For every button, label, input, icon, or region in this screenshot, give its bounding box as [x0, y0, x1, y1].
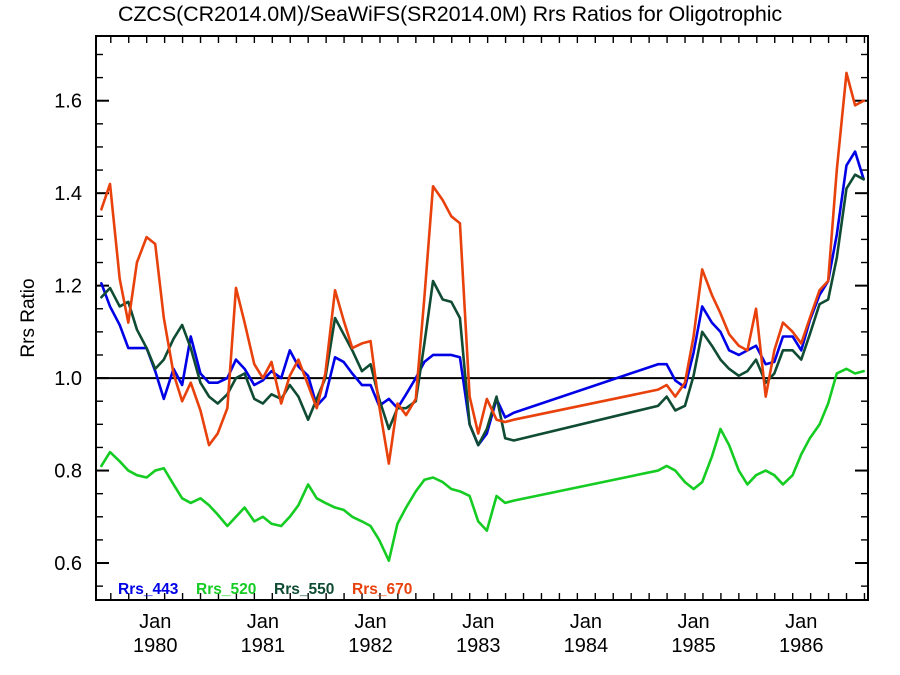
x-tick-label-month: Jan [570, 611, 602, 633]
x-tick-label-year: 1986 [779, 635, 824, 657]
series-line-rrs_550 [100, 173, 865, 447]
x-tick-label-month: Jan [677, 611, 709, 633]
x-tick-label-month: Jan [139, 611, 171, 633]
plot-frame [95, 35, 869, 601]
x-tick-label-month: Jan [462, 611, 494, 633]
y-tick-label: 0.6 [54, 553, 82, 575]
x-tick-label-month: Jan [247, 611, 279, 633]
x-tick-label-year: 1983 [456, 635, 501, 657]
y-tick-label: 1.2 [54, 276, 82, 298]
y-axis-title: Rrs Ratio [18, 278, 39, 357]
y-tick-label: 1.4 [54, 183, 82, 205]
x-tick-label-year: 1981 [241, 635, 286, 657]
y-tick-label: 1.0 [54, 368, 82, 390]
x-tick-label-year: 1985 [671, 635, 716, 657]
x-tick-label-month: Jan [785, 611, 817, 633]
series-line-rrs_520 [100, 367, 865, 562]
legend-item-rrs_550[interactable]: Rrs_550 [274, 581, 334, 598]
x-tick-label-year: 1984 [564, 635, 609, 657]
legend-item-rrs_443[interactable]: Rrs_443 [118, 581, 179, 598]
series-line-rrs_670 [100, 71, 865, 465]
y-tick-label: 1.6 [54, 91, 82, 113]
x-tick-label-year: 1982 [348, 635, 393, 657]
chart-title: CZCS(CR2014.0M)/SeaWiFS(SR2014.0M) Rrs R… [117, 2, 783, 26]
legend-item-rrs_670[interactable]: Rrs_670 [352, 581, 412, 598]
legend-item-rrs_520[interactable]: Rrs_520 [196, 581, 256, 598]
series-line-rrs_443 [100, 150, 865, 447]
y-tick-label: 0.8 [54, 461, 82, 483]
x-tick-label-month: Jan [354, 611, 386, 633]
x-tick-label-year: 1980 [133, 635, 178, 657]
